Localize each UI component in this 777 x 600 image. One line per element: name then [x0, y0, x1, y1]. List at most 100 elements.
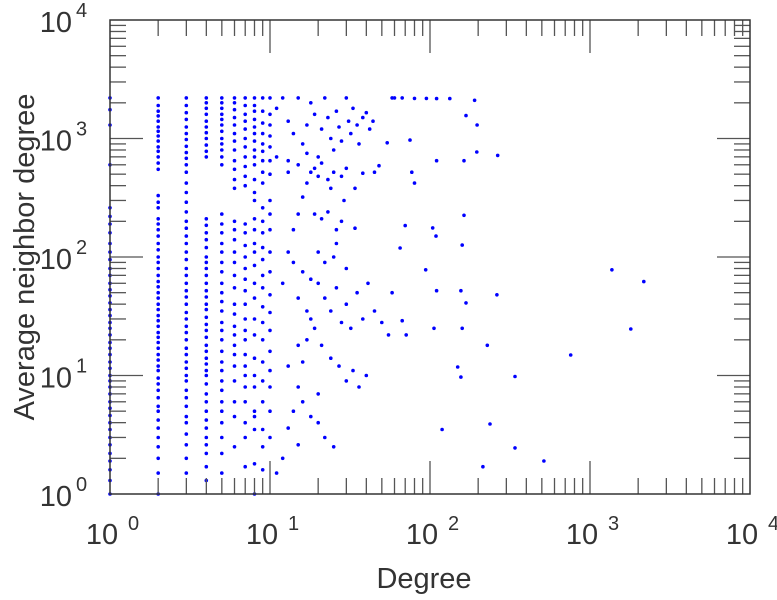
x-tick-label: 10: [246, 519, 278, 551]
data-point: [610, 268, 614, 272]
data-point: [232, 123, 237, 127]
data-point: [243, 302, 247, 307]
data-point: [156, 125, 160, 129]
data-point: [156, 167, 160, 172]
data-point: [334, 241, 339, 246]
data-point: [220, 148, 224, 152]
data-point: [342, 198, 346, 203]
data-point: [357, 142, 361, 146]
data-point: [156, 139, 160, 143]
data-point: [220, 349, 224, 354]
data-point: [184, 324, 189, 329]
data-point: [184, 432, 189, 436]
data-point: [460, 326, 465, 331]
data-point: [380, 320, 384, 325]
data-point: [184, 346, 189, 351]
data-point: [243, 119, 247, 123]
data-point: [316, 420, 321, 425]
data-point: [252, 296, 257, 300]
data-point: [184, 144, 189, 149]
y-tick-exponent: 0: [76, 474, 87, 496]
data-point: [243, 127, 247, 131]
y-tick-label: 10: [40, 481, 72, 513]
data-point: [184, 317, 189, 321]
data-point: [462, 213, 466, 218]
data-point: [204, 343, 209, 348]
data-point: [204, 451, 209, 456]
data-point: [260, 400, 265, 404]
data-point: [252, 333, 257, 337]
data-point: [462, 158, 466, 163]
data-point: [243, 338, 247, 342]
data-point: [252, 241, 257, 246]
data-point: [488, 422, 492, 426]
data-point: [291, 409, 296, 414]
data-point: [319, 127, 324, 131]
data-point: [184, 117, 189, 122]
data-point: [642, 279, 646, 284]
data-point: [204, 223, 209, 228]
data-point: [316, 281, 321, 286]
data-point: [156, 364, 160, 368]
data-point: [220, 320, 224, 325]
data-point: [364, 373, 369, 378]
data-point: [220, 231, 224, 235]
data-point: [184, 150, 189, 155]
data-point: [156, 260, 160, 265]
data-point: [268, 385, 272, 389]
data-point: [220, 260, 224, 265]
data-point: [252, 177, 257, 182]
data-point: [252, 125, 257, 129]
data-point: [268, 212, 272, 216]
y-tick-label: 10: [40, 7, 72, 39]
data-point: [351, 368, 355, 373]
data-point: [334, 227, 339, 232]
data-point: [296, 212, 301, 216]
data-point: [412, 96, 417, 101]
data-point: [204, 255, 209, 259]
data-point: [156, 346, 160, 351]
data-point: [156, 471, 160, 475]
y-tick-label: 10: [40, 363, 72, 395]
data-point: [252, 198, 257, 203]
data-point: [268, 134, 272, 138]
data-point: [232, 131, 237, 136]
data-point: [243, 243, 247, 248]
data-point: [243, 231, 247, 235]
data-point: [260, 109, 265, 113]
data-point: [232, 101, 237, 105]
data-point: [260, 121, 265, 125]
data-point: [260, 360, 265, 364]
data-point: [184, 420, 189, 425]
data-point: [361, 115, 365, 120]
data-point: [334, 286, 339, 290]
data-point: [156, 418, 160, 422]
data-point: [184, 443, 189, 447]
data-point: [184, 181, 189, 185]
data-point: [326, 177, 330, 182]
data-point: [232, 139, 237, 143]
data-point: [260, 468, 265, 472]
data-point: [300, 270, 305, 274]
data-point: [260, 206, 265, 210]
data-point: [475, 123, 479, 127]
data-point: [268, 293, 272, 297]
data-point: [252, 103, 257, 108]
data-point: [260, 427, 265, 432]
data-point: [232, 445, 237, 449]
data-point: [204, 136, 209, 141]
data-point: [296, 163, 301, 167]
data-point: [403, 223, 408, 228]
data-point: [204, 273, 209, 278]
data-point: [455, 365, 460, 369]
data-point: [204, 119, 209, 123]
x-tick-labels: 10 0 10 1 10 2 10 3 10 4: [86, 513, 777, 551]
data-point: [232, 227, 237, 232]
data-point: [243, 174, 247, 179]
data-point: [361, 171, 365, 175]
data-point: [184, 266, 189, 271]
data-point: [220, 451, 224, 456]
data-point: [410, 170, 414, 174]
data-point: [305, 338, 309, 342]
